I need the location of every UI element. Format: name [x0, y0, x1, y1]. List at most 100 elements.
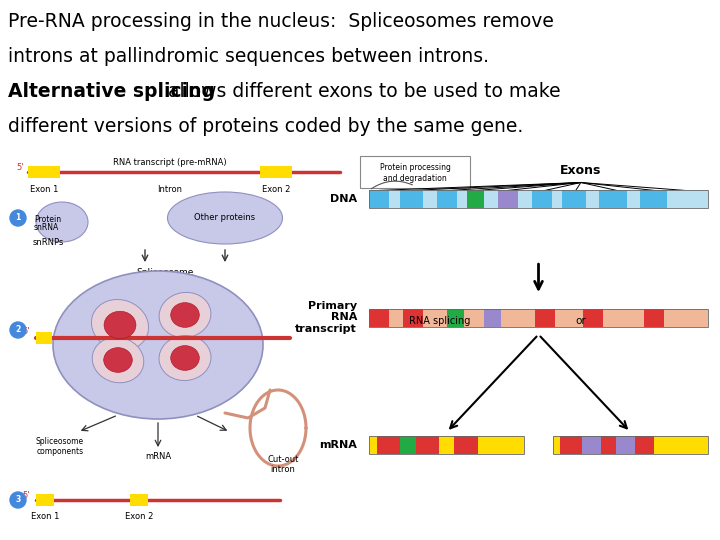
Ellipse shape: [104, 311, 136, 339]
Text: Exons: Exons: [560, 164, 601, 177]
Text: Pre-RNA processing in the nucleus:  Spliceosomes remove: Pre-RNA processing in the nucleus: Splic…: [8, 12, 554, 31]
FancyBboxPatch shape: [552, 191, 562, 208]
Text: Exon 1: Exon 1: [30, 185, 58, 194]
FancyBboxPatch shape: [600, 191, 626, 208]
FancyBboxPatch shape: [553, 436, 708, 454]
FancyBboxPatch shape: [369, 308, 708, 327]
FancyBboxPatch shape: [369, 436, 524, 454]
Text: or: or: [575, 315, 586, 326]
Text: Alternative splicing: Alternative splicing: [8, 82, 215, 101]
Text: Exon 2: Exon 2: [262, 185, 290, 194]
FancyBboxPatch shape: [400, 436, 415, 454]
FancyBboxPatch shape: [415, 436, 439, 454]
Ellipse shape: [159, 292, 211, 338]
Ellipse shape: [92, 338, 144, 383]
FancyBboxPatch shape: [403, 308, 423, 327]
Text: snRNA: snRNA: [34, 223, 59, 232]
FancyBboxPatch shape: [36, 494, 54, 506]
Text: RNA splicing: RNA splicing: [409, 315, 470, 326]
Text: DNA: DNA: [330, 194, 357, 204]
FancyBboxPatch shape: [478, 436, 524, 454]
FancyBboxPatch shape: [400, 191, 423, 208]
FancyBboxPatch shape: [553, 436, 560, 454]
FancyBboxPatch shape: [560, 436, 582, 454]
FancyBboxPatch shape: [603, 308, 644, 327]
FancyBboxPatch shape: [667, 191, 708, 208]
FancyBboxPatch shape: [464, 308, 485, 327]
FancyBboxPatch shape: [498, 191, 518, 208]
Text: introns at pallindromic sequences between introns.: introns at pallindromic sequences betwee…: [8, 47, 489, 66]
Text: 3: 3: [15, 496, 21, 504]
FancyBboxPatch shape: [635, 436, 654, 454]
FancyBboxPatch shape: [640, 191, 667, 208]
FancyBboxPatch shape: [130, 494, 148, 506]
FancyBboxPatch shape: [586, 191, 600, 208]
Text: Exon 2: Exon 2: [125, 512, 153, 521]
FancyBboxPatch shape: [439, 436, 454, 454]
Ellipse shape: [171, 346, 199, 370]
FancyBboxPatch shape: [423, 191, 437, 208]
Ellipse shape: [53, 271, 263, 419]
FancyBboxPatch shape: [485, 308, 501, 327]
FancyBboxPatch shape: [485, 191, 498, 208]
Ellipse shape: [91, 300, 148, 350]
Text: RNA transcript (pre-mRNA): RNA transcript (pre-mRNA): [113, 158, 227, 167]
FancyBboxPatch shape: [626, 191, 640, 208]
FancyBboxPatch shape: [437, 191, 457, 208]
Text: Exon 1: Exon 1: [31, 512, 59, 521]
Circle shape: [10, 492, 26, 508]
Circle shape: [10, 210, 26, 226]
FancyBboxPatch shape: [36, 332, 52, 344]
Ellipse shape: [104, 348, 132, 373]
Text: Spliceosome
components: Spliceosome components: [36, 437, 84, 456]
Ellipse shape: [168, 192, 282, 244]
Text: 5': 5': [17, 164, 24, 172]
FancyBboxPatch shape: [260, 166, 292, 178]
FancyBboxPatch shape: [369, 191, 708, 208]
FancyBboxPatch shape: [616, 436, 635, 454]
Text: Protein processing
and degradation: Protein processing and degradation: [379, 163, 451, 183]
FancyBboxPatch shape: [664, 308, 708, 327]
FancyBboxPatch shape: [390, 308, 403, 327]
Circle shape: [10, 322, 26, 338]
Text: Primary
RNA
transcript: Primary RNA transcript: [295, 301, 357, 334]
FancyBboxPatch shape: [360, 156, 470, 188]
Text: allows different exons to be used to make: allows different exons to be used to mak…: [162, 82, 561, 101]
FancyBboxPatch shape: [532, 191, 552, 208]
FancyBboxPatch shape: [423, 308, 447, 327]
Text: Other proteins: Other proteins: [194, 213, 256, 222]
FancyBboxPatch shape: [447, 308, 464, 327]
Text: Protein: Protein: [34, 215, 61, 224]
Text: mRNA: mRNA: [145, 452, 171, 461]
FancyBboxPatch shape: [369, 191, 390, 208]
Text: 2: 2: [15, 326, 21, 334]
FancyBboxPatch shape: [644, 308, 664, 327]
FancyBboxPatch shape: [457, 191, 467, 208]
FancyBboxPatch shape: [28, 166, 60, 178]
Text: 5': 5': [22, 327, 30, 336]
FancyBboxPatch shape: [467, 191, 485, 208]
Ellipse shape: [171, 302, 199, 327]
Ellipse shape: [36, 202, 88, 242]
Ellipse shape: [159, 335, 211, 381]
FancyBboxPatch shape: [555, 308, 582, 327]
FancyBboxPatch shape: [582, 308, 603, 327]
FancyBboxPatch shape: [390, 191, 400, 208]
FancyBboxPatch shape: [562, 191, 586, 208]
FancyBboxPatch shape: [582, 436, 600, 454]
Text: mRNA: mRNA: [319, 440, 357, 450]
FancyBboxPatch shape: [377, 436, 400, 454]
FancyBboxPatch shape: [654, 436, 708, 454]
Text: different versions of proteins coded by the same gene.: different versions of proteins coded by …: [8, 117, 523, 136]
FancyBboxPatch shape: [369, 436, 377, 454]
FancyBboxPatch shape: [454, 436, 478, 454]
FancyBboxPatch shape: [535, 308, 555, 327]
FancyBboxPatch shape: [369, 308, 390, 327]
Text: 5': 5': [22, 490, 30, 500]
Text: snRNPs: snRNPs: [32, 238, 63, 247]
Text: 1: 1: [15, 213, 21, 222]
FancyBboxPatch shape: [518, 191, 532, 208]
FancyBboxPatch shape: [501, 308, 535, 327]
FancyBboxPatch shape: [600, 436, 616, 454]
Text: Spliceosome: Spliceosome: [136, 268, 194, 277]
